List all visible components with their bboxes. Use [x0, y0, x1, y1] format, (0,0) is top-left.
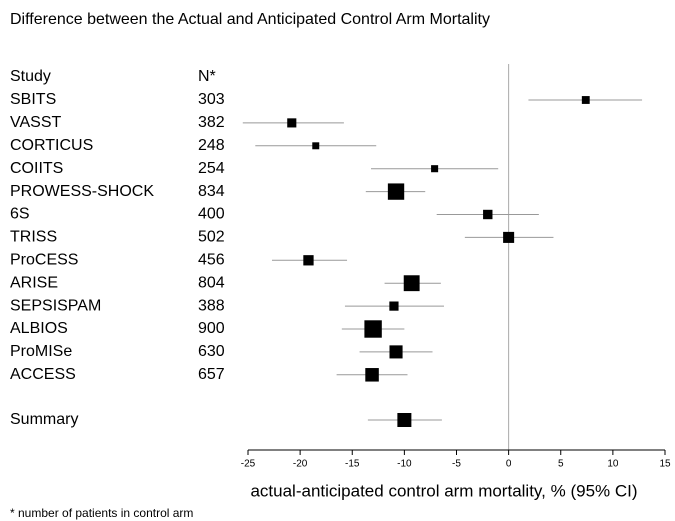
x-axis-label: actual-anticipated control arm mortality…: [250, 481, 637, 500]
n-label: 657: [198, 366, 225, 383]
study-label: COIITS: [10, 160, 63, 177]
point-estimate: [365, 368, 379, 382]
n-label: 382: [198, 114, 225, 131]
study-label: PROWESS-SHOCK: [10, 183, 154, 200]
x-tick-label: -10: [397, 459, 412, 470]
point-estimate: [503, 231, 515, 243]
point-estimate: [389, 301, 399, 311]
point-estimate: [312, 142, 320, 150]
x-tick-label: 10: [607, 459, 619, 470]
point-estimate: [431, 165, 439, 173]
n-label: 248: [198, 137, 225, 154]
point-estimate: [389, 345, 403, 359]
point-estimate: [403, 275, 420, 292]
n-label: 254: [198, 160, 225, 177]
x-tick-label: -20: [293, 459, 308, 470]
study-label: ProMISe: [10, 343, 72, 360]
point-estimate: [287, 118, 297, 128]
n-label: 400: [198, 206, 225, 223]
study-label: 6S: [10, 206, 30, 223]
point-estimate: [387, 183, 405, 200]
x-tick-label: -15: [345, 459, 360, 470]
n-label: 502: [198, 229, 225, 246]
x-tick-label: 15: [659, 459, 671, 470]
x-tick-label: 5: [558, 459, 564, 470]
n-label: 388: [198, 297, 225, 314]
footnote: * number of patients in control arm: [10, 506, 193, 520]
study-label: ARISE: [10, 274, 58, 291]
study-label: SBITS: [10, 91, 56, 108]
point-estimate: [581, 96, 590, 104]
study-label: ACCESS: [10, 366, 76, 383]
n-label: 834: [198, 183, 225, 200]
n-label: 456: [198, 252, 225, 269]
point-estimate: [303, 255, 314, 266]
study-label: ALBIOS: [10, 320, 68, 337]
study-label: TRISS: [10, 229, 57, 246]
study-label: SEPSISPAM: [10, 297, 101, 314]
x-tick-label: 0: [506, 459, 512, 470]
summary-label: Summary: [10, 411, 78, 428]
x-tick-label: -25: [241, 459, 256, 470]
column-header: Study: [10, 68, 51, 85]
chart-title: Difference between the Actual and Antici…: [10, 11, 490, 28]
n-label: 303: [198, 91, 225, 108]
study-label: CORTICUS: [10, 137, 93, 154]
point-estimate: [364, 320, 382, 338]
n-label: 900: [198, 320, 225, 337]
n-label: 630: [198, 343, 225, 360]
study-label: ProCESS: [10, 252, 78, 269]
study-label: VASST: [10, 114, 62, 131]
x-tick-label: -5: [452, 459, 461, 470]
n-label: 804: [198, 274, 225, 291]
column-header: N*: [198, 68, 216, 85]
summary-estimate: [397, 413, 412, 427]
point-estimate: [483, 209, 493, 220]
